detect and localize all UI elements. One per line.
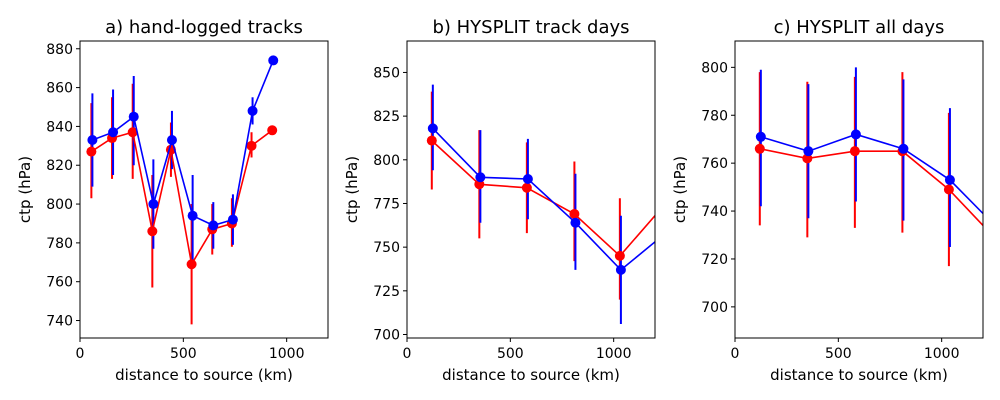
- panel-a-red-point: [246, 140, 257, 151]
- panel-a-blue-point: [268, 55, 279, 66]
- panel-a-red-point: [127, 127, 138, 138]
- panel-c-xtick-label: 500: [825, 346, 852, 362]
- panel-a-blue-point: [166, 135, 177, 145]
- panel-a-ytick-label: 820: [46, 158, 73, 174]
- panel-b-ytick-label: 750: [373, 240, 400, 256]
- panel-a-red-point: [147, 226, 158, 237]
- panel-a-ytick-label: 780: [46, 236, 73, 252]
- panel-a-blue-point: [87, 135, 98, 145]
- panel-a-ytick-label: 740: [46, 314, 73, 330]
- panel-a-blue-line: [92, 60, 274, 227]
- panel-b-ytick-label: 700: [373, 328, 400, 344]
- panel-a-blue-point: [208, 220, 219, 231]
- panel-a-ytick-label: 760: [46, 275, 73, 291]
- panel-c-xlabel: distance to source (km): [770, 366, 948, 384]
- panel-b-blue-line: [432, 127, 655, 271]
- panel-b-ytick-label: 825: [373, 109, 400, 125]
- panel-b-title: b) HYSPLIT track days: [432, 17, 629, 38]
- panel-b-ytick-label: 725: [373, 284, 400, 300]
- panel-b-frame: [406, 40, 656, 339]
- panel-a-ticks: 0 500 1000 740 760 780 800 820 840 860 880: [46, 42, 304, 362]
- panel-c-xtick-label: 1000: [924, 346, 960, 362]
- panel-c-blue-point: [755, 131, 766, 142]
- panel-c-ytick-label: 700: [701, 300, 728, 316]
- panel-a-ylabel: ctp (hPa): [16, 156, 34, 223]
- panel-a-frame: [79, 40, 329, 339]
- panel-a-marks: [86, 55, 279, 325]
- panel-a-xtick-label: 500: [170, 346, 197, 362]
- panel-a-red-line: [90, 129, 273, 267]
- panel-c-ticks: 0 500 1000 700 720 740 760 780 800: [701, 60, 959, 362]
- panel-b-xtick-label: 0: [403, 346, 412, 362]
- panel-b-ytick-label: 850: [373, 65, 400, 81]
- panel-c-plot-area: [754, 67, 983, 267]
- panel-c-red-line: [759, 148, 983, 226]
- panel-a-blue-point: [148, 199, 159, 210]
- panel-a-red-point: [186, 259, 197, 270]
- panel-a: a) hand-logged tracks distance to source…: [16, 17, 329, 384]
- panel-a-plot-area: [86, 55, 279, 325]
- panel-b-blue-point: [522, 174, 533, 185]
- panel-c-frame: [734, 40, 984, 339]
- panel-b-red-point: [569, 208, 580, 219]
- panel-b-xlabel: distance to source (km): [442, 366, 620, 384]
- panel-a-blue-point: [128, 111, 139, 122]
- panel-c-ytick-label: 780: [701, 108, 728, 124]
- panel-c-ylabel: ctp (hPa): [671, 156, 689, 223]
- panel-c-red-point: [849, 146, 860, 157]
- panel-c-ytick-label: 760: [701, 156, 728, 172]
- panel-c-ytick-label: 800: [701, 60, 728, 76]
- panel-a-red-point: [267, 125, 278, 136]
- panel-c-blue-line: [760, 133, 983, 215]
- panel-a-xtick-label: 1000: [269, 346, 305, 362]
- panel-c-ytick-label: 740: [701, 204, 728, 220]
- panel-a-title: a) hand-logged tracks: [105, 17, 303, 38]
- panel-a-xlabel: distance to source (km): [115, 366, 293, 384]
- panel-c-marks: [754, 67, 983, 267]
- panel-b-ytick-label: 800: [373, 153, 400, 169]
- panel-c-red-point: [754, 143, 765, 154]
- panel-a-red-point: [86, 146, 97, 157]
- panel-a-blue-point: [108, 127, 119, 138]
- panel-b-xtick-label: 1000: [596, 346, 632, 362]
- panel-b-blue-point: [615, 264, 626, 275]
- panel-c: c) HYSPLIT all days distance to source (…: [671, 17, 984, 384]
- panel-c-red-point: [943, 184, 954, 195]
- panel-b-red-point: [426, 135, 437, 146]
- panel-b-red-point: [614, 250, 625, 261]
- panel-b-xtick-label: 500: [497, 346, 524, 362]
- panel-c-blue-point: [850, 129, 861, 140]
- panel-c-title: c) HYSPLIT all days: [774, 17, 945, 38]
- panel-b-ticks: 0 500 1000 700 725 750 775 800 825 850: [373, 65, 631, 362]
- panel-b-marks: [426, 84, 655, 325]
- panel-b-blue-point: [570, 217, 581, 228]
- panel-b-blue-point: [427, 123, 438, 134]
- panel-a-ytick-label: 880: [46, 42, 73, 58]
- panel-a-ytick-label: 800: [46, 197, 73, 213]
- panel-a-blue-point: [227, 214, 238, 225]
- panel-b-red-point: [521, 182, 532, 193]
- panel-b-plot-area: [426, 84, 655, 325]
- panel-a-blue-point: [247, 105, 258, 116]
- panel-c-blue-point: [898, 143, 909, 154]
- panel-b-ylabel: ctp (hPa): [343, 156, 361, 223]
- panel-a-xtick-label: 0: [76, 346, 85, 362]
- panel-b: b) HYSPLIT track days distance to source…: [343, 17, 656, 384]
- panel-c-blue-point: [803, 146, 814, 157]
- panel-a-ytick-label: 860: [46, 81, 73, 97]
- panel-c-ytick-label: 720: [701, 252, 728, 268]
- panel-c-blue-point: [944, 174, 955, 185]
- panel-b-ytick-label: 775: [373, 196, 400, 212]
- panel-a-ytick-label: 840: [46, 119, 73, 135]
- panel-c-xtick-label: 0: [731, 346, 740, 362]
- panel-a-blue-point: [187, 210, 198, 221]
- panel-b-blue-point: [475, 172, 486, 183]
